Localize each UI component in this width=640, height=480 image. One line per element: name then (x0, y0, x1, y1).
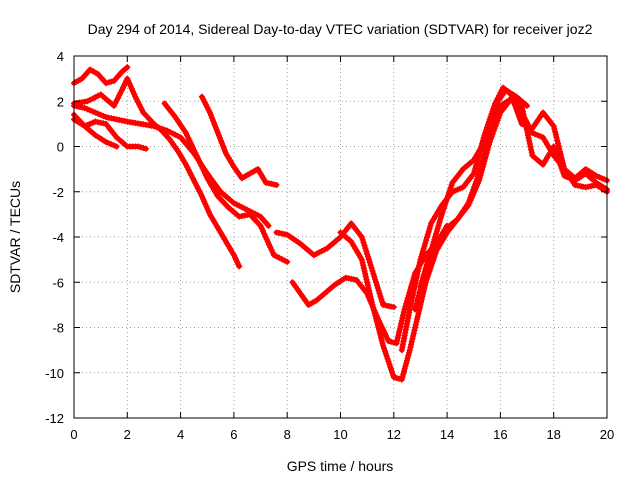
x-tick-label: 2 (124, 427, 131, 442)
x-tick-label: 10 (333, 427, 347, 442)
series-points-track-11 (398, 84, 610, 354)
y-axis-label: SDTVAR / TECUs (7, 181, 23, 293)
series-line-track-2 (71, 76, 242, 269)
series-layer (71, 64, 610, 383)
y-tick-label: -6 (52, 275, 64, 290)
x-tick-label: 12 (387, 427, 401, 442)
x-axis-label: GPS time / hours (287, 458, 394, 474)
y-tick-label: -4 (52, 230, 64, 245)
series-points-track-1 (71, 64, 131, 87)
x-tick-label: 16 (493, 427, 507, 442)
series-points-track-10 (337, 96, 610, 383)
y-tick-label: 2 (57, 94, 64, 109)
x-tick-label: 6 (230, 427, 237, 442)
series-points-track-6 (161, 100, 291, 265)
y-tick-label: -8 (52, 321, 64, 336)
x-tick-label: 20 (600, 427, 614, 442)
y-tick-label: -12 (45, 411, 64, 426)
series-points-track-13 (417, 86, 530, 290)
y-tick-label: -2 (52, 185, 64, 200)
series-line-track-8 (274, 220, 397, 310)
series-points-track-2 (71, 75, 243, 270)
x-tick-label: 8 (284, 427, 291, 442)
x-tick-label: 18 (546, 427, 560, 442)
y-tick-label: 0 (57, 140, 64, 155)
series-points-track-8 (273, 220, 397, 311)
x-tick-label: 14 (440, 427, 454, 442)
y-tick-label: -10 (45, 366, 64, 381)
x-tick-label: 4 (177, 427, 184, 442)
x-tick-label: 0 (70, 427, 77, 442)
series-points-track-7 (198, 93, 280, 188)
y-tick-label: 4 (57, 49, 64, 64)
chart-title: Day 294 of 2014, Sidereal Day-to-day VTE… (88, 21, 593, 37)
